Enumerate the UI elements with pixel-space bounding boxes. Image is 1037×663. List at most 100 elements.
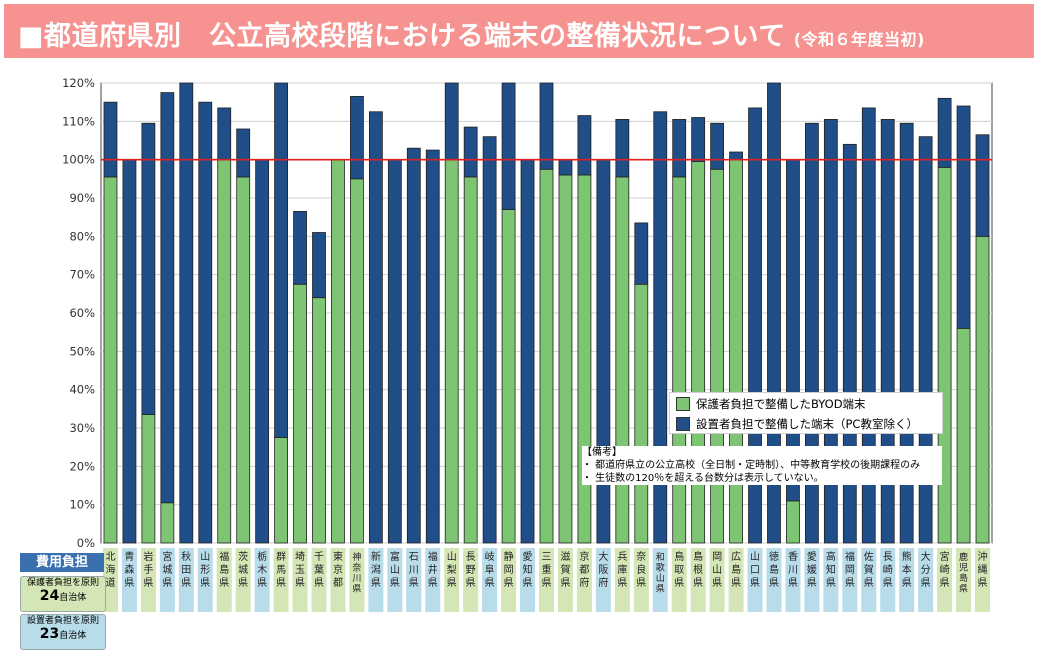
x-label-box [254, 548, 270, 612]
x-tick-label: 滋賀県 [560, 550, 570, 589]
bar-school [501, 82, 516, 210]
cost-founder-label: 設置者負担を原則 [26, 616, 99, 626]
y-tick-label: 50% [69, 344, 95, 358]
x-label-box [766, 548, 782, 612]
notes-line-1: ・ 都道府県立の公立高校（全日制・定時制）、中等教育学校の後期課程のみ [582, 460, 921, 471]
x-label-box [747, 548, 763, 612]
legend-swatch-school [676, 417, 690, 431]
x-label-box [937, 548, 953, 612]
cost-founder-unit: 自治体 [59, 631, 87, 641]
x-label-box [709, 548, 725, 612]
bar-school [634, 222, 649, 285]
x-label-box [216, 548, 232, 612]
x-tick-label: 島根県 [693, 550, 703, 589]
x-label-box [140, 548, 156, 612]
x-tick-label: 千葉県 [314, 551, 324, 589]
bar-byod [615, 176, 630, 544]
x-label-box [785, 548, 801, 612]
x-tick-label: 新潟県 [371, 550, 381, 589]
bar-school [217, 107, 232, 161]
legend: 保護者負担で整備したBYOD端末 設置者負担で整備した端末（PC教室除く） [669, 392, 943, 434]
bar-school [406, 147, 421, 544]
y-tick-label: 30% [69, 421, 95, 435]
bar-school [350, 96, 364, 180]
bar-byod [634, 283, 649, 544]
cost-guardian-count-row: 24自治体 [21, 589, 105, 605]
x-label-box [368, 548, 384, 612]
bar-school [482, 136, 497, 544]
x-tick-label: 山口県 [750, 551, 760, 589]
x-tick-label: 福岡県 [845, 550, 855, 589]
x-tick-label: 佐賀県 [864, 551, 874, 589]
x-label-box [728, 548, 744, 612]
x-tick-label: 富山県 [390, 550, 400, 589]
legend-item-byod: 保護者負担で整備したBYOD端末 [676, 395, 942, 413]
bar-byod [691, 161, 706, 544]
x-label-box [102, 548, 118, 612]
bar-school [312, 232, 326, 299]
notes: 【備考】 ・ 都道府県立の公立高校（全日制・定時制）、中等教育学校の後期課程のみ… [582, 446, 942, 485]
x-label-box [387, 548, 403, 612]
x-tick-label: 岩手県 [143, 550, 153, 589]
x-label-box [956, 548, 972, 612]
bar-school [861, 107, 876, 544]
x-tick-label: 茨城県 [238, 550, 248, 589]
bar-byod [103, 176, 118, 544]
x-label-box [292, 548, 308, 612]
bar-school [274, 82, 288, 438]
bar-school [558, 159, 573, 176]
x-tick-label: 高知県 [826, 550, 836, 589]
bar-school [425, 149, 440, 544]
y-tick-label: 20% [69, 459, 95, 473]
legend-swatch-byod [676, 397, 690, 411]
x-tick-label: 北海道 [105, 551, 115, 589]
x-tick-label: 青森県 [124, 550, 134, 589]
bar-school [710, 122, 725, 170]
bar-school [918, 136, 933, 544]
x-label-box [349, 548, 365, 612]
bar-byod [937, 166, 952, 544]
x-label-box [918, 548, 934, 612]
x-tick-label: 沖縄県 [978, 550, 988, 589]
notes-line-2: ・ 生徒数の120％を超える台数分は表示していない。 [582, 473, 824, 484]
y-tick-label: 70% [69, 268, 95, 282]
x-tick-label: 福井県 [428, 550, 438, 589]
bar-school [122, 159, 137, 544]
x-tick-label: 京都府 [579, 550, 589, 589]
x-label-box [482, 548, 498, 612]
x-tick-label: 石川県 [409, 552, 419, 589]
x-tick-label: 広島県 [731, 550, 741, 589]
bar-school [880, 119, 895, 544]
bar-school [956, 105, 971, 329]
x-tick-label: 山形県 [200, 551, 210, 589]
x-label-box [121, 548, 137, 612]
x-tick-label: 徳島県 [769, 550, 779, 589]
x-tick-label: 愛知県 [523, 550, 533, 589]
x-label-box [425, 548, 441, 612]
x-label-box [823, 548, 839, 612]
page-title: ■都道府県別 公立高校段階における端末の整備状況について (令和６年度当初) [18, 14, 925, 53]
y-tick-label: 10% [69, 498, 95, 512]
x-tick-label: 和歌山県 [656, 552, 665, 595]
x-label-box [311, 548, 327, 612]
bar-byod [672, 176, 687, 544]
bar-school [444, 82, 459, 161]
bar-school [293, 211, 307, 285]
bar-school [672, 119, 687, 178]
y-tick-label: 90% [69, 191, 95, 205]
notes-heading: 【備考】 [582, 447, 622, 458]
title-subtitle: (令和６年度当初) [793, 30, 925, 49]
x-label-box [652, 548, 668, 612]
bar-school [805, 122, 819, 544]
y-tick-label: 120% [62, 76, 95, 90]
x-label-box [178, 548, 194, 612]
bar-byod [312, 297, 326, 544]
x-tick-label: 秋田県 [181, 550, 191, 589]
bar-byod [577, 174, 592, 544]
x-label-box [614, 548, 630, 612]
bar-school [103, 101, 118, 178]
bar-school [368, 111, 383, 544]
x-tick-label: 神奈川県 [352, 551, 361, 595]
x-label-box [159, 548, 175, 612]
